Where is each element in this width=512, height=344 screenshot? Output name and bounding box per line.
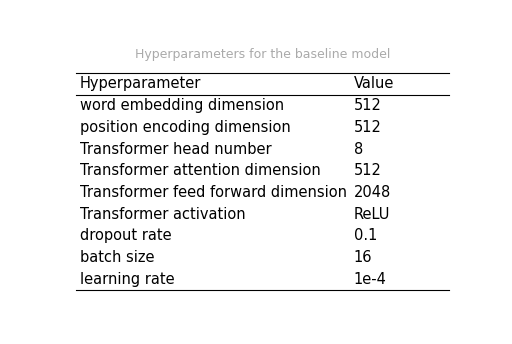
Text: learning rate: learning rate [80,272,175,287]
Text: 16: 16 [354,250,372,265]
Text: 1e-4: 1e-4 [354,272,387,287]
Text: ReLU: ReLU [354,207,390,222]
Text: Transformer attention dimension: Transformer attention dimension [80,163,321,178]
Text: Value: Value [354,76,394,92]
Text: Transformer head number: Transformer head number [80,142,271,157]
Text: 2048: 2048 [354,185,391,200]
Text: 512: 512 [354,163,381,178]
Text: 512: 512 [354,120,381,135]
Text: position encoding dimension: position encoding dimension [80,120,291,135]
Text: Hyperparameters for the baseline model: Hyperparameters for the baseline model [135,48,390,61]
Text: Hyperparameter: Hyperparameter [80,76,201,92]
Text: Transformer activation: Transformer activation [80,207,245,222]
Text: 512: 512 [354,98,381,113]
Text: 8: 8 [354,142,363,157]
Text: batch size: batch size [80,250,155,265]
Text: word embedding dimension: word embedding dimension [80,98,284,113]
Text: dropout rate: dropout rate [80,228,172,244]
Text: 0.1: 0.1 [354,228,377,244]
Text: Transformer feed forward dimension: Transformer feed forward dimension [80,185,347,200]
